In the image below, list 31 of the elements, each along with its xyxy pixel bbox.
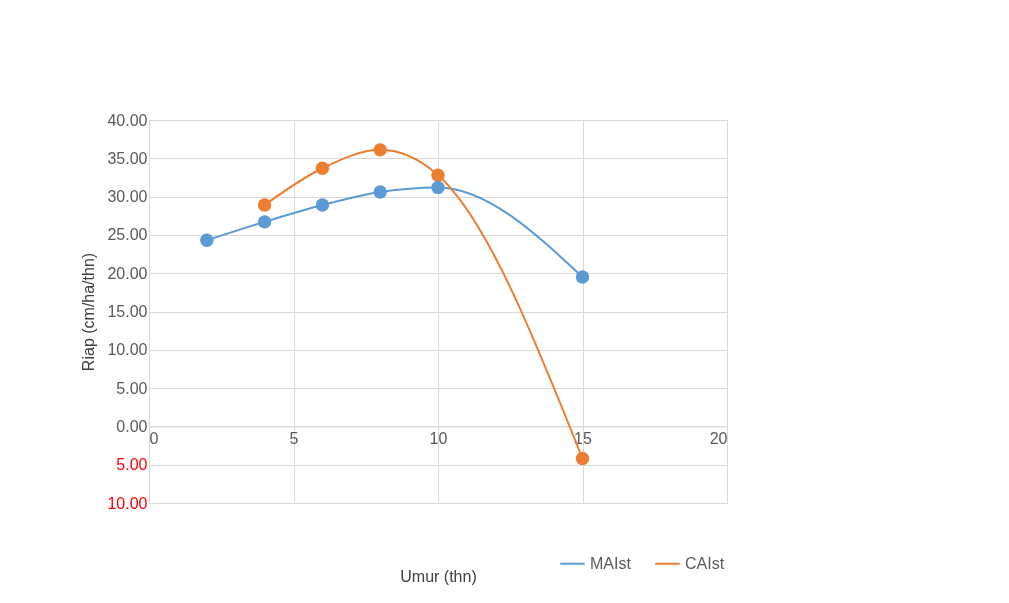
x-tick-label: 10 [429,429,448,447]
legend-label: CAIst [685,554,725,572]
point [257,215,272,229]
y-tick-label: 30.00 [107,188,148,206]
point [257,198,272,212]
point [315,161,330,175]
y-tick-label: 5.00 [116,456,148,474]
y-tick-label: 35.00 [107,149,148,167]
y-tick-label: 20.00 [107,264,148,282]
x-tick-label: 0 [149,429,159,447]
y-tick-label: 15.00 [107,303,148,320]
y-tick-label: 10.00 [107,494,148,512]
x-axis-title: Umur (thn) [400,567,477,585]
x-tick-label: 15 [574,429,592,447]
point [373,185,387,199]
y-tick-label: 40.00 [107,111,148,129]
point [315,198,330,212]
y-tick-label: 0.00 [116,417,148,435]
y-tick-label: 25.00 [107,226,148,244]
point [431,168,445,182]
point [200,233,214,247]
y-axis-title: Riap (cm/ha/thn) [80,252,98,372]
x-tick-label: 20 [709,429,728,447]
y-tick-label: 10.00 [107,341,148,359]
legend-label: MAIst [590,554,632,572]
point [575,451,590,466]
point [575,270,590,284]
y-tick-label: 5.00 [116,379,148,397]
point [373,143,387,157]
x-tick-label: 5 [289,429,299,447]
point [431,180,445,195]
